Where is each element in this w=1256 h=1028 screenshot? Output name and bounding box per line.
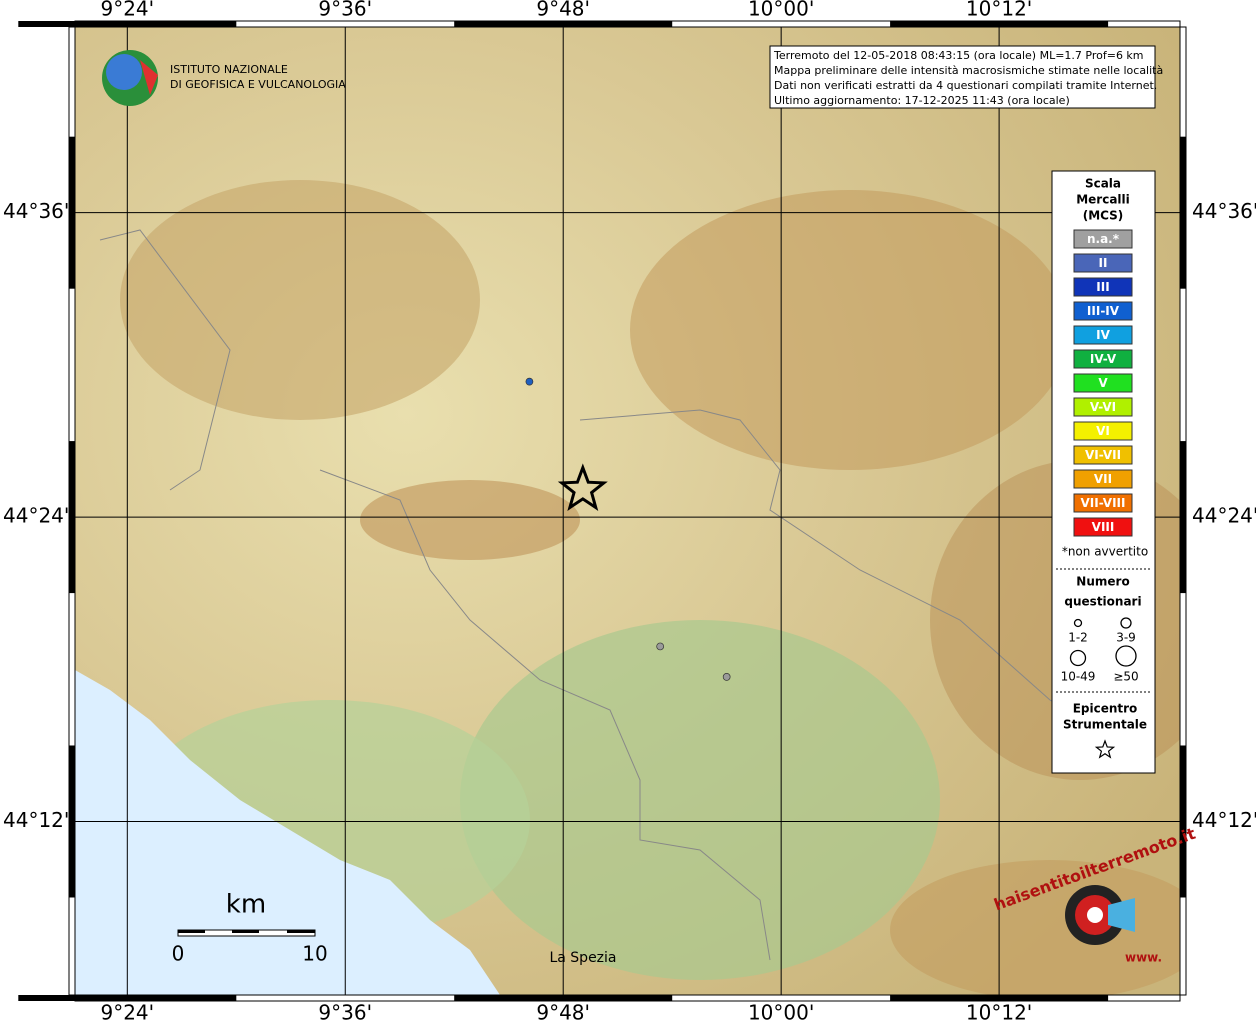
legend-label: III-IV xyxy=(1087,304,1120,318)
y-tick-label: 44°36' xyxy=(1192,199,1256,223)
scalebar-label: 10 xyxy=(302,942,327,966)
legend-label: VII-VIII xyxy=(1080,496,1125,510)
legend-swatch xyxy=(1073,229,1133,249)
x-tick-label: 9°48' xyxy=(536,1001,590,1025)
x-tick-label: 9°36' xyxy=(318,1001,372,1025)
legend-label: V xyxy=(1098,376,1108,390)
x-tick-label: 9°24' xyxy=(100,1001,154,1025)
info-line: Ultimo aggiornamento: 17-12-2025 11:43 (… xyxy=(774,94,1070,107)
legend-label: IV xyxy=(1096,328,1110,342)
y-tick-label: 44°12' xyxy=(1192,808,1256,832)
frame-bar xyxy=(890,995,1109,1001)
info-text: Terremoto del 12-05-2018 08:43:15 (ora l… xyxy=(773,49,1163,107)
legend-size xyxy=(1069,649,1087,667)
y-tick-label: 44°24' xyxy=(1192,504,1256,528)
x-tick-label: 9°48' xyxy=(536,0,590,21)
legend-label: n.a.* xyxy=(1087,232,1120,246)
brand-prefix: www. xyxy=(1125,951,1162,965)
legend-swatch xyxy=(1073,517,1133,537)
legend-size-label: ≥50 xyxy=(1113,670,1138,684)
graticule: 9°24' 9°24' 9°36' 9°36' 9°48' 9°48' 10°00' 10°0… xyxy=(3,0,1256,1025)
frame-bar xyxy=(454,995,673,1001)
frame-bar xyxy=(1180,441,1186,594)
frame-bar xyxy=(18,21,237,27)
legend-title: (MCS) xyxy=(1083,209,1124,223)
logo-text: DI GEOFISICA E VULCANOLOGIA xyxy=(170,78,346,91)
x-tick-label: 9°36' xyxy=(318,0,372,21)
place-label: La Spezia xyxy=(549,950,616,966)
legend-size-label: 3-9 xyxy=(1116,631,1136,645)
legend-title: questionari xyxy=(1064,595,1141,609)
frame-bar xyxy=(69,745,75,898)
info-line: Dati non verificati estratti da 4 questi… xyxy=(774,79,1157,92)
legend-title: Epicentro xyxy=(1073,702,1138,716)
x-tick-label: 10°12' xyxy=(966,1001,1032,1025)
x-tick-label: 10°00' xyxy=(748,0,814,21)
legend-swatch xyxy=(1073,373,1133,393)
legend-label: IV-V xyxy=(1090,352,1117,366)
logo-text: ISTITUTO NAZIONALE xyxy=(170,63,288,76)
frame-bar xyxy=(69,441,75,594)
intensity-point xyxy=(656,642,665,651)
frame-bar xyxy=(1180,136,1186,289)
frame-bar xyxy=(454,21,673,27)
legend-size-label: 1-2 xyxy=(1068,631,1088,645)
x-tick-label: 10°12' xyxy=(966,0,1032,21)
legend-label: VII xyxy=(1094,472,1112,486)
frame-bar xyxy=(1180,745,1186,898)
legend-swatch xyxy=(1073,469,1133,489)
logo-ingv: ISTITUTO NAZIONALE DI GEOFISICA E VULCAN… xyxy=(102,50,346,106)
scalebar-label: 0 xyxy=(172,942,185,966)
y-tick-label: 44°12' xyxy=(3,808,69,832)
legend-size xyxy=(1115,645,1137,667)
legend-label: II xyxy=(1099,256,1108,270)
legend-swatch xyxy=(1073,277,1133,297)
legend-swatch xyxy=(1073,301,1133,321)
legend-swatch xyxy=(1073,325,1133,345)
legend-title: Mercalli xyxy=(1076,193,1130,207)
intensity-point xyxy=(722,673,731,681)
legend-title: Strumentale xyxy=(1063,718,1147,732)
x-tick-label: 10°00' xyxy=(748,1001,814,1025)
legend-size xyxy=(1073,618,1083,628)
legend-title: Scala xyxy=(1085,177,1121,191)
legend-swatch xyxy=(1073,421,1133,441)
x-tick-label: 9°24' xyxy=(100,0,154,21)
legend-star xyxy=(1094,739,1116,759)
epicenter xyxy=(557,463,608,511)
legend-label: VIII xyxy=(1092,520,1115,534)
y-tick-label: 44°24' xyxy=(3,504,69,528)
legend-swatch xyxy=(1073,253,1133,273)
legend-note: *non avvertito xyxy=(1062,545,1148,559)
intensity-point xyxy=(525,377,534,386)
legend-title: Numero xyxy=(1076,575,1129,589)
frame-bar xyxy=(890,21,1109,27)
legend-swatch xyxy=(1073,493,1133,513)
legend-swatch xyxy=(1073,349,1133,369)
info-line: Terremoto del 12-05-2018 08:43:15 (ora l… xyxy=(773,49,1144,62)
info-line: Mappa preliminare delle intensità macros… xyxy=(774,64,1163,77)
legend-label: VI-VII xyxy=(1085,448,1121,462)
legend-label: III xyxy=(1096,280,1109,294)
legend-content: ScalaMercalli(MCS)n.a.*IIIIIIII-IVIVIV-V… xyxy=(1056,177,1152,759)
legend-size xyxy=(1120,617,1132,629)
scalebar-unit: km xyxy=(226,890,266,920)
y-tick-label: 44°36' xyxy=(3,199,69,223)
frame-bar xyxy=(69,136,75,289)
legend-label: V-VI xyxy=(1090,400,1116,414)
legend-label: VI xyxy=(1096,424,1110,438)
scalebar: km 0 10 xyxy=(172,890,328,966)
info-box xyxy=(769,45,1156,109)
frame-bar xyxy=(18,995,237,1001)
legend-size-label: 10-49 xyxy=(1061,670,1096,684)
legend-swatch xyxy=(1073,397,1133,417)
legend-swatch xyxy=(1073,445,1133,465)
